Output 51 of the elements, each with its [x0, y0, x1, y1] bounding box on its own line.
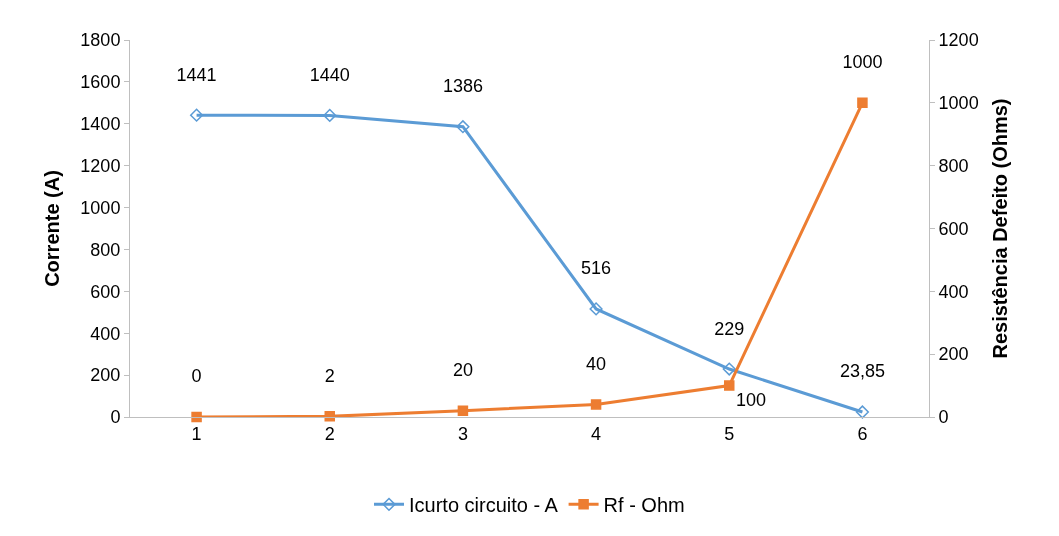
- data-label: 0: [191, 366, 202, 387]
- data-label: 516: [581, 258, 612, 279]
- y-tick-label: 1000: [80, 197, 121, 218]
- data-label: 1440: [309, 64, 350, 85]
- y-tick-label: 600: [90, 281, 121, 302]
- y-tick-label: 1600: [80, 72, 121, 93]
- point: [457, 405, 469, 416]
- point: [189, 108, 204, 122]
- data-label: 23,85: [839, 361, 885, 382]
- x-tick-label: 2: [324, 423, 335, 444]
- point: [857, 97, 868, 109]
- point: [191, 411, 202, 423]
- y2-tick-label: 1000: [938, 93, 979, 114]
- data-label: 1386: [442, 76, 483, 97]
- x-tick-label: 4: [591, 423, 602, 444]
- y-axis-title: Corrente (A): [40, 170, 63, 287]
- y-tick-label: 200: [90, 365, 121, 386]
- y2-tick-label: 0: [938, 407, 949, 428]
- y2-tick-label: 600: [938, 218, 969, 239]
- point: [324, 411, 335, 422]
- data-label: 229: [714, 318, 745, 339]
- legend-label: Rf - Ohm: [603, 494, 685, 517]
- point: [724, 380, 735, 391]
- data-label: 2: [324, 365, 335, 386]
- data-label: 1441: [176, 64, 217, 85]
- point: [722, 362, 736, 376]
- y-tick-label: 0: [110, 407, 121, 428]
- data-label: 40: [586, 353, 607, 374]
- y-tick-label: 1800: [80, 30, 121, 51]
- y-tick-label: 1400: [80, 114, 121, 135]
- point: [323, 108, 337, 122]
- x-tick-label: 6: [857, 423, 868, 444]
- y-tick-label: 800: [90, 239, 121, 260]
- x-tick-label: 5: [724, 423, 735, 444]
- y2-tick-label: 1200: [938, 30, 979, 51]
- y2-tick-label: 200: [938, 344, 969, 365]
- y2-axis-title: Resistência Defeito (Ohms): [989, 98, 1012, 359]
- y-tick-label: 1200: [80, 155, 121, 176]
- x-tick-label: 3: [457, 423, 468, 444]
- x-tick-label: 1: [191, 423, 202, 444]
- data-label: 100: [735, 389, 766, 410]
- data-label: 1000: [842, 52, 883, 73]
- point: [590, 399, 602, 410]
- point: [589, 302, 603, 316]
- point: [456, 120, 470, 134]
- data-label: 20: [452, 360, 473, 381]
- legend-label: Icurto circuito - A: [409, 494, 559, 517]
- point: [855, 405, 870, 419]
- y-tick-label: 400: [90, 323, 121, 344]
- y2-tick-label: 800: [938, 155, 969, 176]
- y2-tick-label: 400: [938, 281, 969, 302]
